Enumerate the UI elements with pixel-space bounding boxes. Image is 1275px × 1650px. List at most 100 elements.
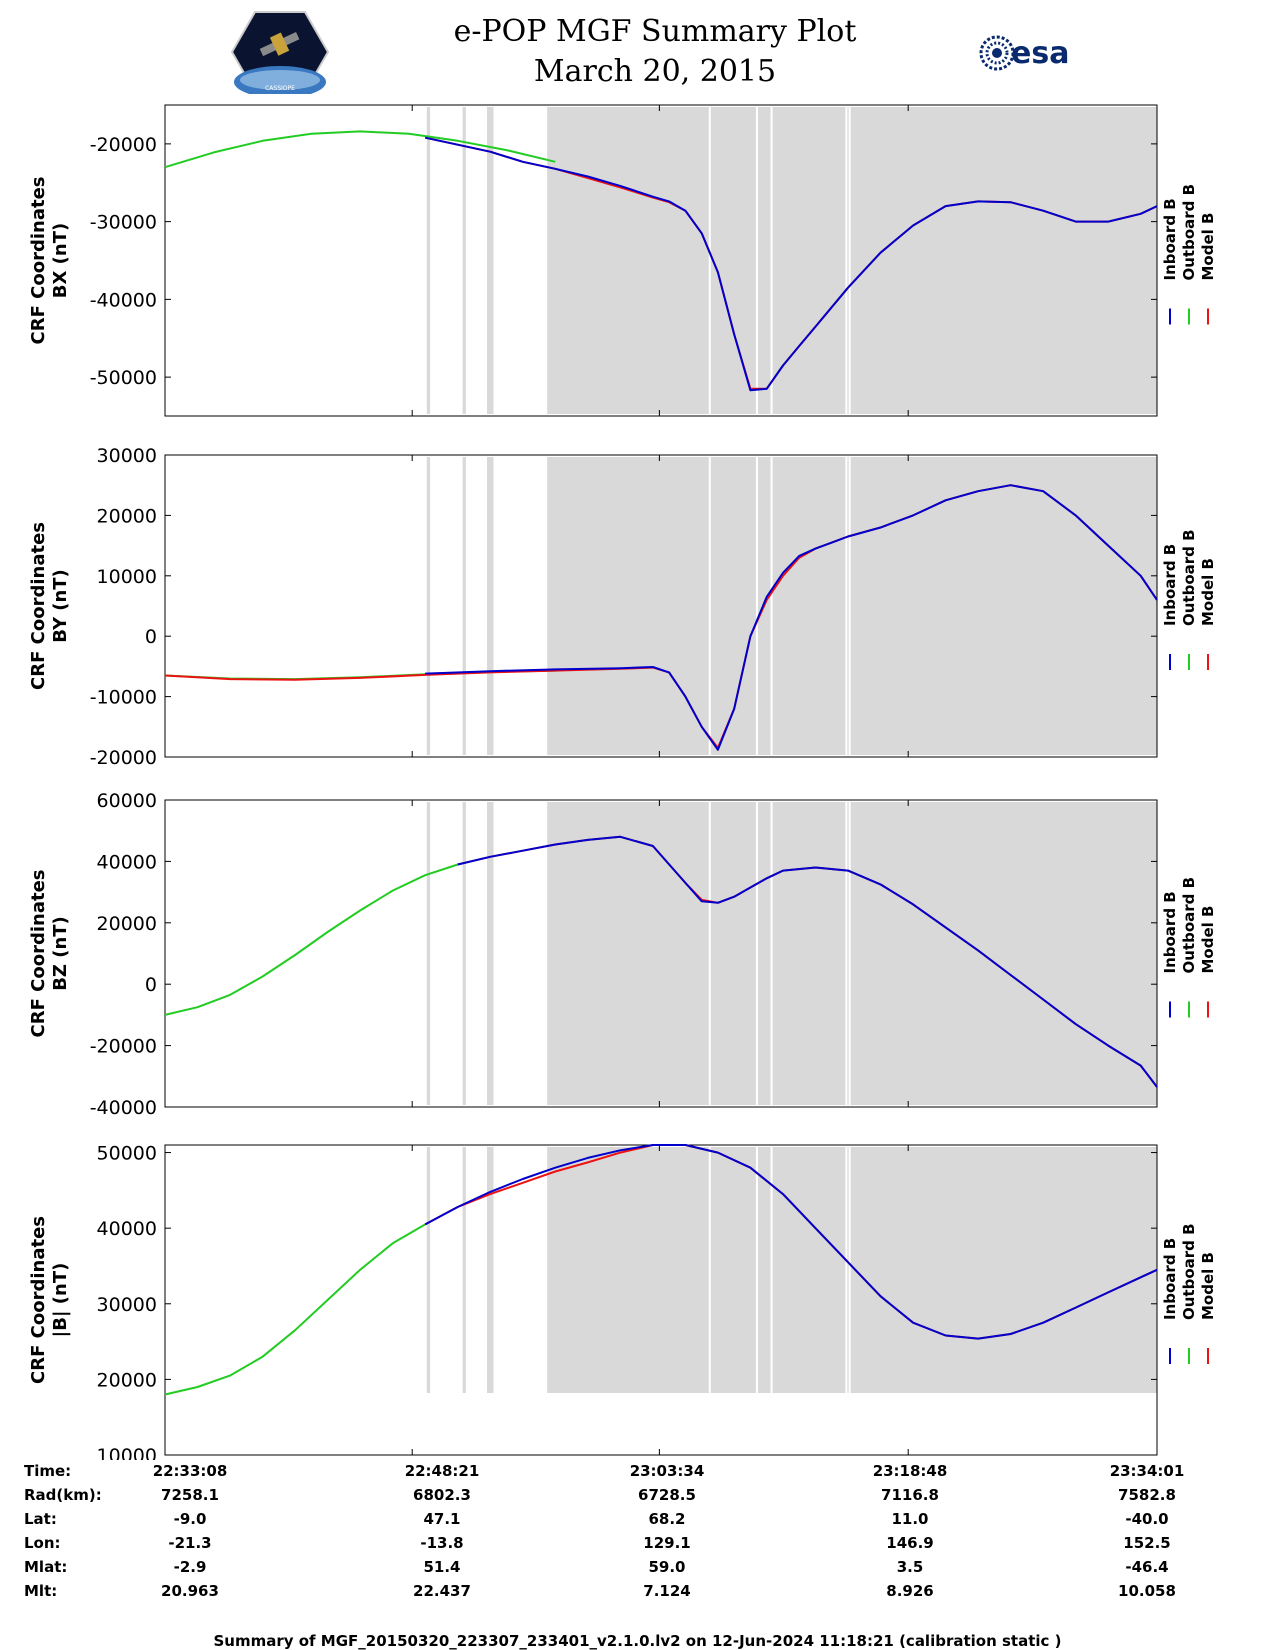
data-gap-line (755, 457, 758, 755)
ephemeris-table: Time: Rad(km): Lat: Lon: Mlat: Mlt: 22:33:08 72… (0, 1462, 1275, 1612)
y-tick-label: 20000 (97, 913, 157, 935)
data-gap-line (848, 1147, 851, 1393)
data-gap-line (845, 107, 848, 414)
y-tick-label: 10000 (97, 566, 157, 588)
shading-region (426, 802, 431, 1105)
legend-inboard-label: Inboard B (1161, 891, 1179, 973)
legend-model-label: Model B (1199, 558, 1217, 626)
ephemeris-value: 23:18:48 (872, 1462, 948, 1480)
ephemeris-value: 7116.8 (881, 1486, 939, 1504)
cassiope-mission-logo: CASSIOPE (230, 11, 330, 94)
shading-region (462, 107, 466, 414)
y-tick-label: 20000 (97, 1369, 157, 1391)
ephemeris-value: 10.058 (1118, 1582, 1176, 1600)
ephemeris-value: 51.4 (423, 1558, 461, 1576)
ephemeris-value: 7258.1 (161, 1486, 219, 1504)
data-gap-line (770, 802, 773, 1105)
esa-logo-text: esa (1011, 36, 1069, 71)
ephemeris-value: -21.3 (168, 1534, 212, 1552)
series-line-outboard (164, 863, 459, 1016)
legend-outboard-label: Outboard B (1180, 529, 1198, 626)
data-gap-line (848, 802, 851, 1105)
data-gap-line (755, 107, 758, 414)
legend-model-label: Model B (1199, 906, 1217, 974)
y-tick-label: 10000 (97, 1445, 157, 1460)
chart-panel-2: -20000 -10000 0 10000 20000 30000 CRF Coordina… (28, 445, 1217, 769)
data-gap-line (708, 107, 711, 414)
y-tick-label: 0 (145, 974, 157, 996)
data-gap-line (845, 457, 848, 755)
y-tick-label: 60000 (97, 790, 157, 812)
shading-region (486, 107, 494, 414)
ephemeris-value: 6728.5 (638, 1486, 696, 1504)
y-tick-label: -40000 (90, 289, 157, 311)
chart-panel-3: -40000 -20000 0 20000 40000 60000 CRF Coordina… (28, 790, 1217, 1119)
ephemeris-value: -13.8 (420, 1534, 464, 1552)
ephemeris-row-label: Lon: (24, 1534, 61, 1552)
ephemeris-value: 8.926 (886, 1582, 934, 1600)
series-line-outboard (164, 1223, 426, 1396)
ephemeris-value: 146.9 (886, 1534, 934, 1552)
ephemeris-row-label: Rad(km): (24, 1486, 102, 1504)
y-tick-label: 0 (145, 626, 157, 648)
shading-region (462, 1147, 466, 1393)
page-date: March 20, 2015 (533, 54, 777, 89)
ephemeris-row-label: Mlt: (24, 1582, 58, 1600)
ephemeris-value: 22:33:08 (152, 1462, 228, 1480)
ephemeris-value: 152.5 (1123, 1534, 1171, 1552)
data-gap-line (848, 107, 851, 414)
ephemeris-value: 23:03:34 (629, 1462, 705, 1480)
series-line-inboard (457, 835, 1158, 1088)
page-title: e-POP MGF Summary Plot (453, 14, 857, 49)
legend-outboard-label: Outboard B (1180, 1223, 1198, 1320)
y-tick-label: -10000 (90, 687, 157, 709)
legend-outboard-label: Outboard B (1180, 877, 1198, 974)
ephemeris-row-label: Lat: (24, 1510, 57, 1528)
data-gap-line (708, 802, 711, 1105)
data-gap-line (845, 802, 848, 1105)
legend-inboard-label: Inboard B (1161, 1238, 1179, 1320)
y-axis-label: CRF CoordinatesBZ (nT) (28, 870, 71, 1038)
data-gap-line (845, 1147, 848, 1393)
y-axis-label: CRF Coordinates|B| (nT) (28, 1216, 71, 1384)
data-gap-line (770, 1147, 773, 1393)
legend-model-label: Model B (1199, 213, 1217, 281)
series-line-inboard (424, 1144, 1158, 1340)
ephemeris-row-label: Time: (24, 1462, 72, 1480)
y-axis-label: CRF CoordinatesBX (nT) (28, 177, 71, 345)
y-tick-label: 40000 (97, 1218, 157, 1240)
shading-region (547, 107, 1157, 414)
shading-region (486, 457, 494, 755)
footer-caption: Summary of MGF_20150320_223307_233401_v2… (213, 1632, 1062, 1650)
ephemeris-value: 129.1 (643, 1534, 691, 1552)
chart-panel-4: 10000 20000 30000 40000 50000 CRF Coordinates… (28, 1143, 1217, 1460)
ephemeris-value: 22.437 (413, 1582, 471, 1600)
magnetometer-charts: -50000 -40000 -30000 -20000 CRF CoordinatesB… (28, 104, 1217, 1460)
y-tick-label: 30000 (97, 445, 157, 467)
series-line-outboard (164, 130, 556, 169)
ephemeris-value: -40.0 (1125, 1510, 1169, 1528)
y-tick-label: -50000 (90, 367, 157, 389)
data-gap-line (755, 1147, 758, 1393)
shading-region (486, 1147, 494, 1393)
ephemeris-value: 22:48:21 (404, 1462, 480, 1480)
shading-region (462, 802, 466, 1105)
plot-frame (164, 104, 1158, 417)
legend-model-label: Model B (1199, 1252, 1217, 1320)
ephemeris-value: 23:34:01 (1109, 1462, 1185, 1480)
data-gap-line (770, 107, 773, 414)
y-tick-label: -20000 (90, 1036, 157, 1058)
shading-region (547, 1147, 1157, 1393)
legend-outboard-label: Outboard B (1180, 184, 1198, 281)
y-tick-label: -30000 (90, 212, 157, 234)
y-tick-label: -20000 (90, 134, 157, 156)
ephemeris-value: -2.9 (173, 1558, 207, 1576)
data-gap-line (848, 457, 851, 755)
ephemeris-value: 7.124 (643, 1582, 691, 1600)
y-tick-label: -20000 (90, 747, 157, 769)
y-tick-label: 40000 (97, 851, 157, 873)
shading-region (547, 457, 1157, 755)
ephemeris-value: 20.963 (161, 1582, 219, 1600)
legend-inboard-label: Inboard B (1161, 544, 1179, 626)
ephemeris-value: 59.0 (648, 1558, 686, 1576)
